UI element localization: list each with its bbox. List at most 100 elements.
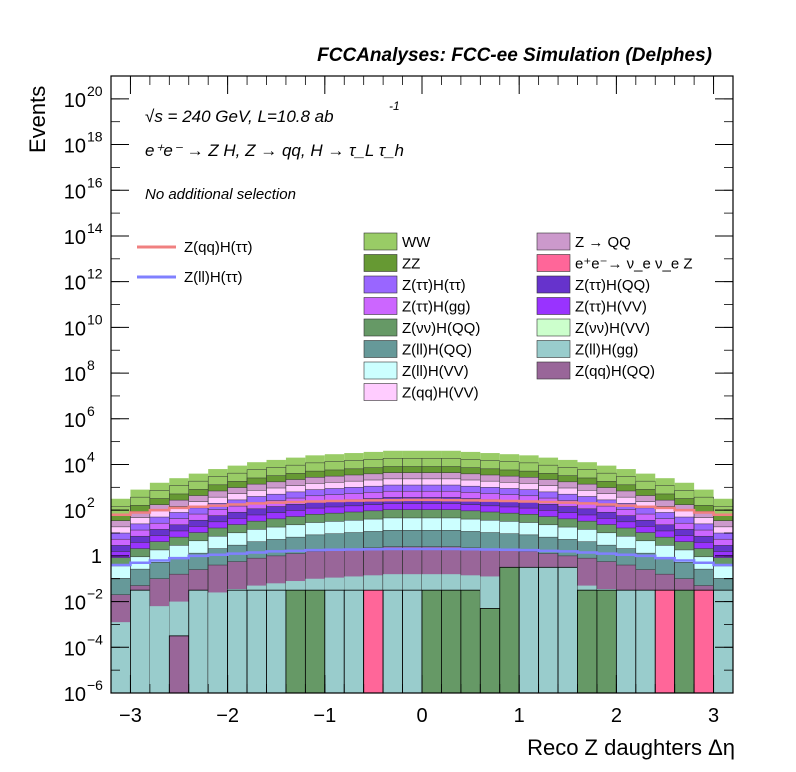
y-tick-label: 10 20 <box>64 83 103 112</box>
legend-label: Z(qq)H(QQ) <box>575 363 655 380</box>
svg-text:12: 12 <box>87 266 103 282</box>
y-tick-label: 10 6 <box>64 403 95 432</box>
legend-label: Z → QQ <box>575 234 631 251</box>
legend-swatch <box>363 297 398 315</box>
bar <box>441 589 462 693</box>
svg-text:√s = 240 GeV, L=10.8 ab: √s = 240 GeV, L=10.8 ab <box>145 107 334 126</box>
legend-swatch <box>363 340 398 358</box>
legend-label: Z(ll)H(gg) <box>575 342 638 359</box>
signal-lines <box>111 498 733 567</box>
x-tick-label: 2 <box>611 705 622 727</box>
svg-text:10: 10 <box>64 364 86 386</box>
bar <box>674 589 695 693</box>
legend-swatch <box>536 297 571 315</box>
legend-label: Z(ττ)H(QQ) <box>575 277 650 294</box>
svg-text:10: 10 <box>64 181 86 203</box>
x-tick-label: −2 <box>216 705 239 727</box>
y-tick-label: 10 −4 <box>64 631 103 660</box>
bar <box>615 589 637 693</box>
bar <box>168 635 190 693</box>
y-tick-label: 10 −2 <box>64 586 103 615</box>
svg-text:10: 10 <box>64 684 86 706</box>
svg-text:10: 10 <box>64 638 86 660</box>
signal-line-zll <box>111 547 733 567</box>
legend-swatch <box>536 340 571 358</box>
legend-line-label: Z(qq)H(ττ) <box>184 239 253 256</box>
bar <box>285 589 306 693</box>
y-axis-label: Events <box>25 86 50 153</box>
svg-text:10: 10 <box>64 136 86 158</box>
legend-label: Z(νν)H(QQ) <box>402 320 480 337</box>
svg-text:2: 2 <box>87 494 95 510</box>
svg-text:10: 10 <box>64 501 86 523</box>
legend-swatch <box>363 275 398 294</box>
bar <box>654 589 676 693</box>
svg-text:−2: −2 <box>87 586 103 602</box>
legend-label: Z(ττ)H(VV) <box>575 299 647 316</box>
bar <box>343 589 365 693</box>
stacked-histogram <box>111 450 733 693</box>
bar <box>693 589 714 693</box>
y-tick-label: 10 2 <box>64 494 95 523</box>
legend-label: WW <box>402 234 431 251</box>
legend-label: e⁺e⁻→ ν_e ν_e Z <box>575 256 693 273</box>
y-tick-label: 10 14 <box>64 220 103 249</box>
svg-text:10: 10 <box>64 318 86 340</box>
bar <box>111 622 131 693</box>
x-tick-label: −3 <box>119 705 142 727</box>
bar <box>713 589 733 693</box>
bar <box>421 589 442 693</box>
y-tick-label: 1 <box>91 546 102 568</box>
legend-swatch <box>363 383 398 401</box>
bar <box>266 589 287 693</box>
legend-swatch <box>536 361 571 380</box>
legend-swatch <box>536 254 571 272</box>
y-tick-label: 10 4 <box>64 448 95 477</box>
legend-label: Z(ll)H(QQ) <box>402 342 472 359</box>
svg-text:1: 1 <box>91 546 102 568</box>
legend-swatch <box>363 232 398 251</box>
bar <box>149 606 170 693</box>
svg-text:18: 18 <box>87 129 103 145</box>
legend-label: Z(ll)H(VV) <box>402 363 469 380</box>
annotation-selection: No additional selection <box>145 186 296 203</box>
bar <box>479 608 501 693</box>
svg-text:10: 10 <box>64 227 86 249</box>
legend-swatch <box>363 254 398 272</box>
bar <box>402 589 423 693</box>
legend-swatch <box>363 361 398 380</box>
bar <box>635 589 656 693</box>
svg-text:10: 10 <box>64 410 86 432</box>
bar <box>557 566 578 693</box>
bar <box>538 566 559 693</box>
bar <box>518 566 540 693</box>
y-tick-label: 10 8 <box>64 357 95 386</box>
bar <box>246 589 267 693</box>
bar <box>130 589 151 693</box>
bar <box>304 589 326 693</box>
bar <box>460 589 481 693</box>
annotation-energy: √s = 240 GeV, L=10.8 ab -1 <box>145 99 400 126</box>
svg-text:4: 4 <box>87 448 95 464</box>
svg-text:10: 10 <box>64 273 86 295</box>
bar <box>577 589 598 693</box>
bar <box>208 592 228 693</box>
legend-line-label: Z(ll)H(ττ) <box>184 269 243 286</box>
svg-text:6: 6 <box>87 403 95 419</box>
bar <box>382 589 403 693</box>
legend-label: Z(ττ)H(ττ) <box>402 277 466 294</box>
svg-text:20: 20 <box>87 83 103 99</box>
legend-label: Z(ττ)H(gg) <box>402 299 471 316</box>
y-tick-label: 10 18 <box>64 129 103 158</box>
bar <box>324 589 345 693</box>
svg-text:10: 10 <box>64 593 86 615</box>
bar <box>363 589 384 693</box>
legend-swatch <box>536 232 571 251</box>
y-tick-label: 10 12 <box>64 266 103 295</box>
svg-text:16: 16 <box>87 174 103 190</box>
signal-line-zqq <box>111 498 733 517</box>
y-tick-label: 10 −6 <box>64 677 103 706</box>
y-tick-label: 10 10 <box>64 311 103 340</box>
